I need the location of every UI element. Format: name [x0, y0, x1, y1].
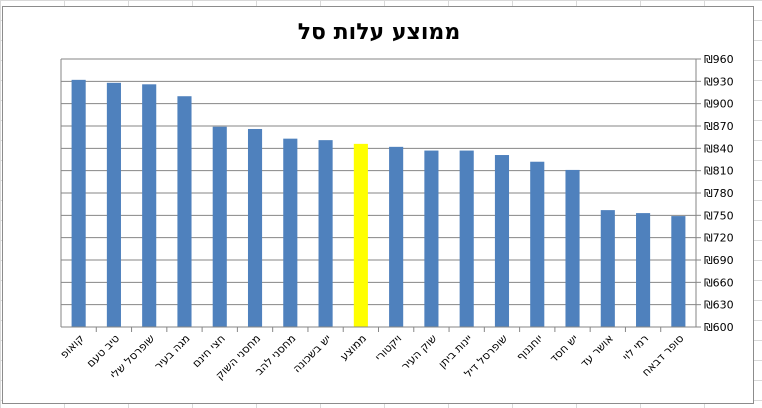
bar — [565, 169, 580, 327]
y-tick-label: ₪810 — [704, 165, 734, 178]
bars — [71, 79, 686, 327]
x-tick-label: יש חסד — [547, 332, 580, 365]
y-tick-label: ₪750 — [704, 209, 734, 222]
chart-title: ממוצע עלות סל — [298, 20, 461, 45]
bar — [389, 146, 404, 327]
x-tick-label: ויקטורי — [372, 332, 404, 364]
bar — [459, 150, 474, 327]
y-tick-label: ₪960 — [704, 53, 734, 66]
gridlines — [61, 58, 696, 328]
x-tick-label: יש בשכונה — [290, 332, 333, 375]
bar — [106, 82, 121, 327]
bar — [212, 126, 227, 327]
bar-chart: ממוצע עלות סל ₪600 ₪630 ₪660 ₪690 ₪720 ₪750 ₪7… — [58, 20, 734, 382]
x-tick-label: יוחננוף — [514, 332, 545, 363]
y-tick-label: ₪630 — [704, 299, 734, 312]
y-tick-labels: ₪600 ₪630 ₪660 ₪690 ₪720 ₪750 ₪780 ₪810 ₪840 ₪870… — [704, 53, 734, 334]
y-tick-label: ₪690 — [704, 254, 734, 267]
bar — [283, 138, 298, 327]
bar — [494, 155, 510, 327]
y-tick-label: ₪780 — [704, 187, 734, 200]
bar — [247, 128, 263, 327]
y-tick-label: ₪600 — [704, 321, 734, 334]
axes — [60, 58, 701, 332]
bar — [318, 140, 333, 327]
y-tick-label: ₪840 — [704, 142, 734, 155]
x-tick-label: קואופ — [58, 332, 87, 361]
bar — [71, 79, 86, 327]
bar-average — [353, 143, 368, 327]
bar — [424, 150, 439, 327]
bar — [671, 216, 686, 327]
bar — [142, 84, 157, 327]
bar — [177, 96, 192, 327]
x-tick-label: ממוצע — [338, 332, 369, 363]
bar — [600, 210, 615, 327]
chart-area[interactable]: ממוצע עלות סל ₪600 ₪630 ₪660 ₪690 ₪720 ₪750 ₪7… — [2, 6, 754, 404]
x-tick-label: רמי לוי — [620, 332, 651, 363]
x-tick-label: מגה בעיר — [152, 332, 193, 373]
y-tick-label: ₪900 — [704, 98, 734, 111]
x-tick-label: אושר עד — [578, 332, 616, 370]
y-tick-label: ₪660 — [704, 276, 734, 289]
bar — [530, 161, 545, 327]
x-tick-label: שוק העיר — [399, 332, 440, 373]
bar — [636, 213, 651, 327]
y-tick-label: ₪870 — [704, 120, 734, 133]
y-tick-label: ₪720 — [704, 232, 734, 245]
y-tick-label: ₪930 — [704, 75, 734, 88]
